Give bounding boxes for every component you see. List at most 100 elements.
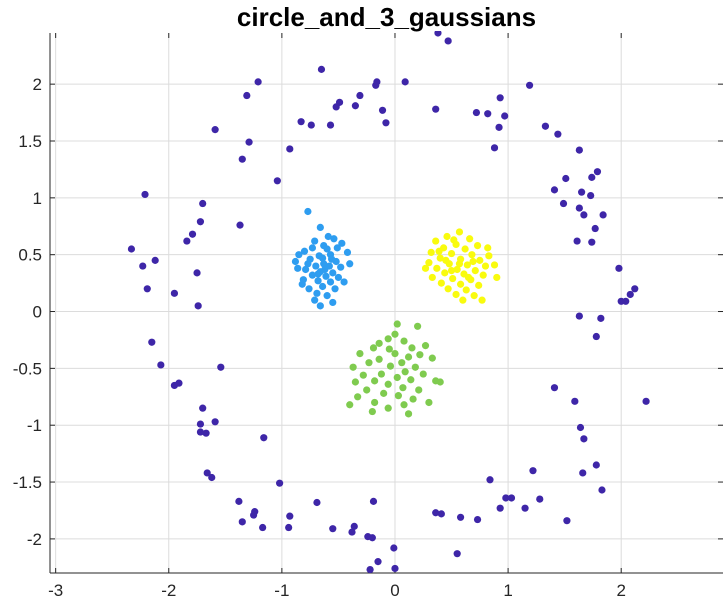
data-point xyxy=(529,467,537,475)
x-tick-label: -2 xyxy=(161,581,176,600)
data-point xyxy=(576,423,585,432)
data-point xyxy=(384,404,392,412)
data-point xyxy=(313,498,321,507)
axes xyxy=(49,33,723,574)
data-point xyxy=(326,278,335,286)
data-point xyxy=(170,381,179,390)
data-point xyxy=(382,119,390,127)
data-point xyxy=(302,265,310,274)
data-point xyxy=(416,351,424,359)
data-point xyxy=(304,260,312,268)
data-point xyxy=(193,269,201,277)
data-point xyxy=(378,106,387,114)
data-point xyxy=(469,257,477,266)
data-point xyxy=(308,271,317,279)
data-point xyxy=(143,285,151,293)
data-point xyxy=(461,245,469,253)
data-point xyxy=(359,371,367,379)
data-point xyxy=(305,285,313,293)
data-point xyxy=(322,272,330,280)
x-tick-label: -3 xyxy=(48,581,63,600)
data-point xyxy=(368,407,376,416)
data-point xyxy=(196,428,205,436)
data-point xyxy=(308,244,317,252)
data-point xyxy=(456,280,465,288)
data-point xyxy=(507,494,516,502)
data-point xyxy=(501,112,509,120)
data-point xyxy=(243,91,251,100)
data-point xyxy=(400,401,408,409)
data-point xyxy=(199,404,207,412)
tick-labels: -3 -2 -1 0 1 2 -2 -1.5 -1 -0.5 0 0.5 1 1.5 2 xyxy=(13,75,626,600)
data-point xyxy=(157,361,165,369)
data-point xyxy=(333,244,341,252)
data-point xyxy=(471,267,479,275)
data-point xyxy=(436,378,444,386)
data-point xyxy=(452,290,460,299)
data-point xyxy=(238,155,246,163)
data-point xyxy=(148,338,156,346)
data-point xyxy=(575,146,583,154)
y-tick-label: 2 xyxy=(33,75,42,94)
data-point xyxy=(329,269,337,277)
data-point xyxy=(598,486,606,494)
data-point xyxy=(419,370,427,378)
x-tick-label: 0 xyxy=(390,581,399,600)
data-point xyxy=(592,461,600,469)
data-point xyxy=(597,314,605,322)
data-point xyxy=(291,257,300,266)
data-point xyxy=(473,241,482,250)
data-point xyxy=(295,251,303,259)
data-point xyxy=(571,397,579,405)
data-point xyxy=(307,121,315,129)
chart-title: circle_and_3_gaussians xyxy=(236,2,537,32)
data-point xyxy=(324,232,332,241)
data-point xyxy=(260,434,268,442)
data-point xyxy=(447,249,456,258)
data-point xyxy=(297,118,305,126)
data-point xyxy=(386,362,395,370)
data-point xyxy=(404,410,413,418)
data-point xyxy=(391,330,399,338)
data-point xyxy=(371,377,379,385)
data-point xyxy=(318,254,327,262)
data-point xyxy=(343,248,352,257)
data-point xyxy=(196,218,205,226)
data-point xyxy=(356,349,364,358)
data-point xyxy=(394,392,402,400)
data-point xyxy=(496,504,504,512)
data-point xyxy=(316,223,324,231)
data-point xyxy=(421,342,430,350)
data-point xyxy=(364,533,372,541)
data-point xyxy=(194,302,202,310)
data-point xyxy=(443,232,451,241)
data-point xyxy=(346,260,354,268)
data-point xyxy=(316,302,324,310)
data-point xyxy=(436,254,444,262)
data-point xyxy=(484,110,492,118)
data-point xyxy=(593,168,602,176)
data-point xyxy=(455,260,464,268)
data-point xyxy=(380,389,388,397)
data-point xyxy=(399,384,407,392)
data-point xyxy=(351,378,359,386)
data-point xyxy=(580,211,588,219)
data-point xyxy=(313,289,321,297)
data-point xyxy=(236,221,244,229)
data-point xyxy=(384,335,392,343)
data-point xyxy=(323,292,331,300)
data-point xyxy=(575,312,583,320)
x-tick-label: 2 xyxy=(616,581,625,600)
data-point xyxy=(425,398,433,407)
data-point xyxy=(400,337,408,345)
data-point xyxy=(371,398,379,407)
data-point xyxy=(321,265,329,274)
data-point xyxy=(464,273,473,282)
data-point xyxy=(485,252,493,260)
data-point xyxy=(541,122,550,130)
data-point xyxy=(478,296,486,304)
data-point xyxy=(211,418,219,426)
data-point xyxy=(411,363,419,371)
